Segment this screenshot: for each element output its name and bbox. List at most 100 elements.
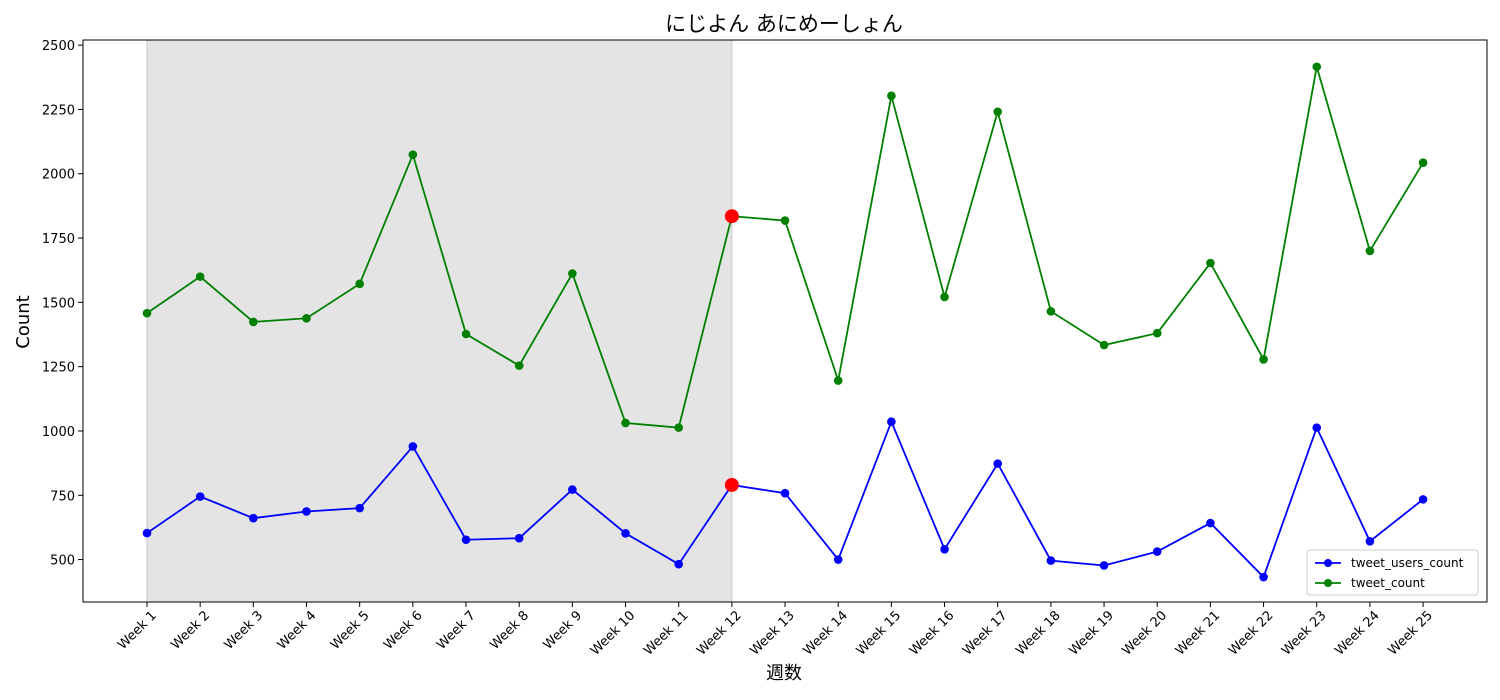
data-point bbox=[514, 533, 524, 543]
highlight-layer bbox=[724, 209, 739, 492]
data-point bbox=[355, 503, 364, 513]
x-tick-label: Week 25 bbox=[1385, 608, 1435, 658]
data-point bbox=[887, 417, 896, 426]
data-point bbox=[514, 361, 524, 370]
data-point bbox=[674, 423, 683, 432]
data-point bbox=[302, 507, 311, 516]
data-point bbox=[940, 292, 949, 302]
data-point bbox=[1152, 328, 1162, 338]
data-point bbox=[1206, 258, 1215, 268]
data-point bbox=[461, 535, 471, 545]
x-tick-label: Week 1 bbox=[115, 608, 160, 653]
data-point bbox=[940, 544, 949, 554]
x-tick-label: Week 10 bbox=[588, 608, 638, 658]
chart-title: にじよん あにめーしょん bbox=[665, 12, 903, 36]
x-tick-label: Week 20 bbox=[1120, 608, 1170, 658]
y-tick-label: 1750 bbox=[42, 232, 75, 247]
x-tick-label: Week 12 bbox=[694, 608, 744, 658]
x-tick-label: Week 11 bbox=[641, 608, 691, 658]
x-tick-label: Week 17 bbox=[960, 608, 1010, 658]
legend-marker bbox=[1324, 579, 1332, 587]
y-tick-label: 500 bbox=[50, 554, 75, 569]
data-point bbox=[142, 528, 152, 538]
data-point bbox=[1259, 572, 1268, 582]
series-layer bbox=[142, 62, 1428, 582]
data-point bbox=[621, 529, 630, 538]
x-tick-label: Week 5 bbox=[328, 608, 373, 653]
data-point bbox=[780, 488, 790, 498]
x-tick-label: Week 19 bbox=[1066, 608, 1116, 658]
y-tick-label: 2000 bbox=[42, 168, 75, 183]
data-point bbox=[1206, 518, 1215, 528]
x-tick-label: Week 21 bbox=[1173, 608, 1223, 658]
y-axis: 500 750 1000 1250 1500 1750 2000 2250 2500 bbox=[42, 39, 83, 569]
shaded-region-layer bbox=[146, 39, 733, 603]
data-point bbox=[1099, 340, 1109, 350]
legend: tweet_users_count tweet_count bbox=[1306, 549, 1479, 596]
data-point bbox=[993, 459, 1003, 468]
y-tick-label: 750 bbox=[50, 489, 75, 504]
data-point bbox=[833, 555, 843, 564]
data-point bbox=[408, 150, 418, 160]
x-tick-label: Week 16 bbox=[907, 608, 957, 658]
y-tick-label: 1000 bbox=[42, 425, 75, 440]
x-axis: Week 1 Week 2 Week 3 Week 4 Week 5 Week 6 Week… bbox=[115, 602, 1436, 659]
data-point bbox=[887, 91, 896, 101]
legend-label: tweet_count bbox=[1351, 576, 1425, 590]
legend-item: tweet_count bbox=[1315, 576, 1425, 590]
data-point bbox=[568, 485, 577, 494]
data-point bbox=[1312, 423, 1322, 432]
data-point bbox=[461, 329, 471, 339]
x-tick-label: Week 6 bbox=[381, 608, 426, 653]
x-tick-label: Week 8 bbox=[487, 608, 532, 653]
data-point bbox=[674, 559, 683, 569]
data-point bbox=[355, 279, 364, 289]
x-tick-label: Week 18 bbox=[1013, 608, 1063, 658]
x-tick-label: Week 23 bbox=[1279, 608, 1329, 658]
data-point bbox=[1365, 246, 1375, 256]
y-tick-label: 1250 bbox=[42, 361, 75, 376]
y-tick-label: 2250 bbox=[42, 103, 75, 118]
data-point bbox=[993, 107, 1003, 117]
data-point bbox=[408, 442, 418, 451]
data-point bbox=[568, 269, 577, 278]
highlight-marker bbox=[724, 477, 739, 492]
y-tick-label: 1500 bbox=[42, 296, 75, 311]
series-tweet-users-count bbox=[142, 417, 1428, 582]
data-point bbox=[1365, 536, 1375, 546]
data-point bbox=[1099, 561, 1109, 570]
legend-item: tweet_users_count bbox=[1315, 556, 1464, 570]
data-point bbox=[833, 376, 843, 385]
x-tick-label: Week 14 bbox=[801, 608, 851, 658]
data-point bbox=[249, 317, 258, 327]
legend-label: tweet_users_count bbox=[1351, 556, 1464, 570]
x-tick-label: Week 24 bbox=[1332, 608, 1382, 658]
data-point bbox=[195, 492, 205, 501]
x-tick-label: Week 13 bbox=[747, 608, 797, 658]
y-axis-label: Count bbox=[13, 295, 34, 348]
legend-box bbox=[1306, 549, 1479, 596]
highlight-marker bbox=[724, 209, 739, 224]
data-point bbox=[1418, 495, 1428, 504]
data-point bbox=[249, 513, 258, 523]
data-point bbox=[621, 418, 630, 428]
data-point bbox=[1259, 355, 1268, 364]
data-point bbox=[780, 216, 790, 225]
data-point bbox=[1312, 62, 1322, 72]
x-tick-label: Week 9 bbox=[541, 608, 586, 653]
x-tick-label: Week 4 bbox=[275, 608, 320, 653]
data-point bbox=[1046, 307, 1056, 316]
x-tick-label: Week 22 bbox=[1226, 608, 1276, 658]
data-point bbox=[1418, 158, 1428, 167]
x-tick-label: Week 2 bbox=[168, 608, 213, 653]
data-point bbox=[302, 313, 311, 323]
series-tweet-count bbox=[142, 62, 1428, 432]
x-tick-label: Week 15 bbox=[854, 608, 904, 658]
data-point bbox=[195, 272, 205, 281]
data-point bbox=[1152, 547, 1162, 556]
data-point bbox=[142, 308, 152, 318]
shaded-region bbox=[146, 39, 733, 603]
data-point bbox=[1046, 556, 1056, 565]
legend-marker bbox=[1324, 559, 1332, 567]
